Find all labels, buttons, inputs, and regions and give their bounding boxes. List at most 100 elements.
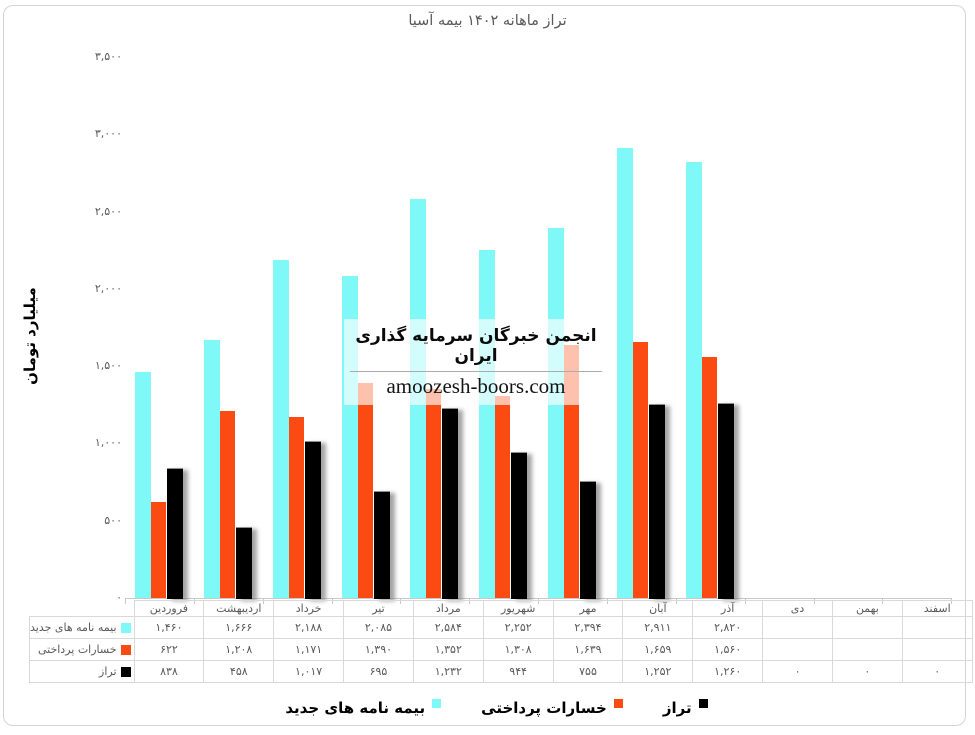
month-header: دی — [762, 600, 833, 617]
series-label: خسارات پرداختی — [30, 643, 131, 656]
table-value-cell: ۱,۵۶۰ — [692, 638, 764, 661]
bar-balance — [717, 403, 734, 599]
chart-frame-border — [3, 5, 966, 726]
table-value-cell: ۱,۴۶۰ — [133, 616, 205, 639]
table-value-cell: ۱,۶۶۶ — [203, 616, 275, 639]
series-label-text: تراز — [99, 665, 117, 678]
table-value-cell: ۱,۰۱۷ — [273, 660, 345, 683]
bar-new-policies — [203, 340, 220, 598]
series-label: بیمه نامه های جدید — [30, 621, 131, 634]
table-value-cell: ۶۹۵ — [343, 660, 414, 683]
bar-balance — [648, 404, 665, 599]
bar-paid-claims — [701, 356, 717, 598]
table-value-cell — [762, 638, 833, 661]
table-value-cell — [901, 616, 973, 639]
table-value-cell: ۱,۳۰۸ — [482, 638, 554, 661]
bar-new-policies — [479, 249, 496, 598]
table-value-cell — [831, 616, 903, 639]
month-header: خرداد — [273, 600, 345, 617]
month-header: آبان — [622, 600, 694, 617]
month-header: اردیبهشت — [203, 600, 275, 617]
series-label-text: خسارات پرداختی — [37, 643, 117, 656]
y-tick-label: ۰ — [116, 591, 122, 604]
table-value-cell — [831, 638, 903, 661]
table-value-cell: ۲,۱۸۸ — [273, 616, 345, 639]
y-tick-label: ۵۰۰ — [104, 513, 122, 527]
month-header: بهمن — [831, 600, 903, 617]
legend-label: بیمه نامه های جدید — [285, 699, 426, 717]
table-value-cell: ۲,۵۸۴ — [412, 616, 484, 639]
legend-swatch — [432, 698, 442, 708]
month-header: مهر — [552, 600, 624, 617]
y-tick-label: ۳,۵۰۰ — [94, 50, 122, 63]
bar-paid-claims — [564, 344, 580, 598]
table-value-cell: ۲,۹۱۱ — [622, 616, 694, 639]
data-table: فروردین اردیبهشت خرداد تیر مرداد شهریور مهر آبا… — [29, 600, 973, 683]
table-value-cell: ۱,۱۷۱ — [273, 638, 345, 661]
table-value-cell: ۲,۸۲۰ — [692, 616, 764, 639]
series-label: تراز — [30, 665, 131, 678]
table-value-cell: ۱,۲۶۰ — [692, 660, 764, 683]
table-value-cell — [762, 616, 833, 639]
series-label-cell: خسارات پرداختی — [29, 638, 135, 661]
month-header: تیر — [343, 600, 414, 617]
table-value-cell: ۰ — [831, 660, 903, 683]
series-label-cell: بیمه نامه های جدید — [29, 616, 135, 639]
table-value-cell: ۹۴۴ — [482, 660, 554, 683]
table-value-cell: ۱,۶۵۹ — [622, 638, 694, 661]
table-value-cell — [901, 638, 973, 661]
table-value-cell: ۷۵۵ — [552, 660, 624, 683]
series-key-swatch — [120, 644, 131, 655]
bar-paid-claims — [426, 389, 442, 598]
bar-paid-claims — [632, 341, 648, 598]
x-axis-tick — [125, 598, 126, 604]
legend-label: تراز — [662, 699, 692, 717]
y-tick-label: ۲,۵۰۰ — [94, 204, 122, 218]
table-value-cell: ۱,۲۳۲ — [412, 660, 484, 683]
bar-new-policies — [685, 162, 702, 598]
y-tick-label: ۳,۰۰۰ — [94, 127, 122, 141]
bar-new-policies — [135, 372, 151, 598]
table-value-cell: ۶۲۲ — [133, 638, 205, 661]
watermark-divider — [350, 371, 602, 372]
table-value-cell: ۰ — [762, 660, 833, 683]
table-value-cell: ۲,۳۹۴ — [552, 616, 624, 639]
table-corner-cell — [30, 601, 135, 617]
watermark: انجمن خبرگان سرمایه گذاری ایران amoozesh… — [344, 319, 608, 405]
chart-legend: بیمه نامه های جدید خسارات پرداختی تراز — [18, 698, 975, 717]
series-label-cell: تراز — [29, 660, 135, 683]
table-value-cell: ۸۳۸ — [133, 660, 205, 683]
month-header: شهریور — [482, 600, 554, 617]
bar-paid-claims — [151, 501, 166, 598]
bar-paid-claims — [219, 411, 235, 598]
table-value-cell: ۲,۰۸۵ — [343, 616, 414, 639]
legend-swatch — [613, 698, 623, 708]
bar-new-policies — [272, 259, 289, 598]
table-value-cell: ۱,۲۰۸ — [203, 638, 275, 661]
table-value-cell: ۱,۶۳۹ — [552, 638, 624, 661]
series-key-swatch — [120, 622, 131, 633]
legend-label: خسارات پرداختی — [481, 699, 607, 717]
table-value-cell: ۱,۲۵۲ — [622, 660, 694, 683]
table-value-cell: ۱,۳۵۲ — [412, 638, 484, 661]
y-tick-label: ۱,۵۰۰ — [94, 359, 122, 373]
month-header: مرداد — [412, 600, 484, 617]
bar-paid-claims — [288, 416, 304, 598]
chart-title: تراز ماهانه ۱۴۰۲ بیمه آسیا — [408, 13, 567, 29]
bar-paid-claims — [495, 395, 511, 598]
watermark-site-text: amoozesh-boors.com — [386, 374, 566, 398]
legend-item: خسارات پرداختی — [481, 698, 623, 717]
bar-balance — [304, 440, 321, 599]
bar-balance — [511, 452, 528, 599]
table-value-cell: ۲,۲۵۲ — [482, 616, 554, 639]
month-header: اسفند — [901, 600, 973, 617]
table-value-cell: ۰ — [901, 660, 973, 683]
bar-balance — [235, 527, 252, 599]
watermark-text: انجمن خبرگان سرمایه گذاری ایران — [355, 326, 597, 366]
series-label-text: بیمه نامه های جدید — [30, 621, 117, 634]
bar-new-policies — [548, 227, 565, 598]
legend-swatch — [698, 698, 708, 708]
bar-balance — [580, 481, 597, 599]
table-row: تراز ۸۳۸ ۴۵۸ ۱,۰۱۷ ۶۹۵ ۱,۲۳۲ ۹۴۴ ۷۵۵ ۱,۲۵۲ ۱,۲۶۰ ۰… — [29, 660, 973, 683]
